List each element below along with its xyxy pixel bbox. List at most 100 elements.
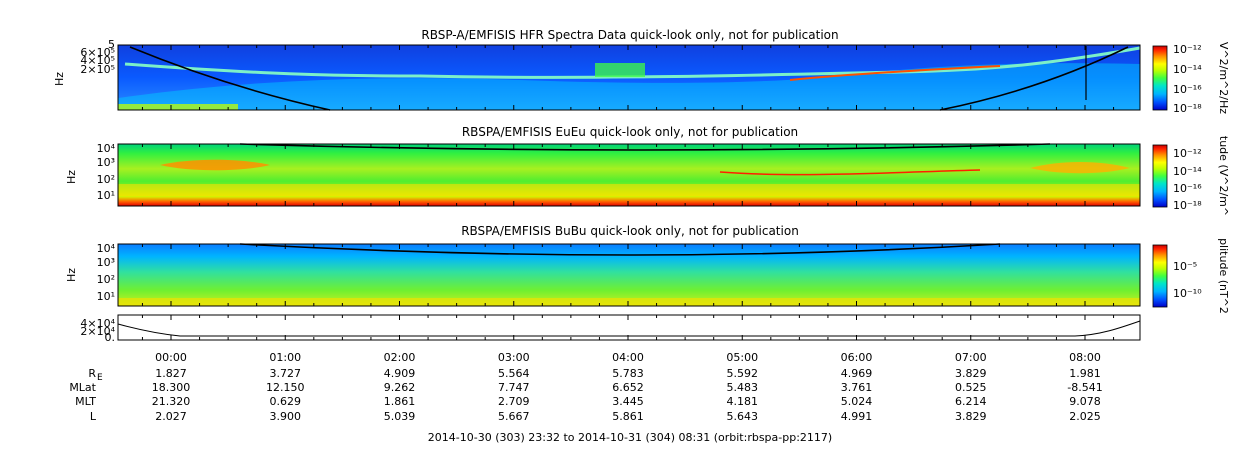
cbar3-tick-0: 10⁻⁵ (1173, 260, 1197, 273)
panel1-ytick-0: 6×10⁵ (80, 46, 115, 59)
row-label-mlt: MLT (75, 395, 96, 408)
time-label-5: 05:00 (726, 351, 758, 364)
row-l-value-7: 3.829 (955, 410, 987, 423)
row-l-value-4: 5.861 (612, 410, 644, 423)
panel2-blob-left (160, 159, 270, 171)
time-label-1: 01:00 (269, 351, 301, 364)
row-mlat-value-6: 3.761 (841, 381, 873, 394)
colorbar-3 (1152, 244, 1168, 308)
colorbar-1 (1152, 45, 1168, 111)
row-label-l: L (90, 410, 97, 423)
row-l-value-0: 2.027 (155, 410, 187, 423)
row-mlat-value-1: 12.150 (266, 381, 305, 394)
cbar1-tick-1: 10⁻¹⁴ (1173, 63, 1202, 76)
time-label-6: 06:00 (841, 351, 873, 364)
row-r-value-7: 3.829 (955, 367, 987, 380)
panel2-density-curve (239, 143, 1051, 151)
footer-timespan: 2014-10-30 (303) 23:32 to 2014-10-31 (30… (428, 431, 832, 444)
panel3-frame (117, 243, 1141, 307)
cbar1-tick-3: 10⁻¹⁸ (1173, 102, 1202, 115)
row-mlat-value-8: -8.541 (1067, 381, 1102, 394)
cbar2-tick-1: 10⁻¹⁴ (1173, 165, 1202, 178)
row-r-value-2: 4.909 (384, 367, 416, 380)
panel1-right-curve (939, 46, 1129, 111)
time-label-7: 07:00 (955, 351, 987, 364)
row-label-subscript: E (97, 373, 103, 383)
row-l-value-6: 4.991 (841, 410, 873, 423)
panel3-density-curve (239, 243, 1001, 256)
cbar2-tick-3: 10⁻¹⁸ (1173, 199, 1202, 212)
row-r-value-3: 5.564 (498, 367, 530, 380)
panel1-trace (124, 46, 1141, 79)
panel1-patch (595, 63, 645, 77)
panel4-ytick-0: 4×10⁴ (80, 317, 115, 330)
colorbar-2 (1152, 144, 1168, 208)
panel1-ylabel: Hz (53, 72, 66, 86)
row-l-value-2: 5.039 (384, 410, 416, 423)
panel4-ytick-2: 0. (105, 331, 116, 344)
row-mlt-value-1: 0.629 (270, 395, 302, 408)
panel2-ticks (141, 144, 1115, 206)
panel3-title: RBSPA/EMFISIS BuBu quick-look only, not … (461, 224, 799, 238)
panel1-frame (117, 44, 1141, 111)
panel2-ylabel: Hz (65, 170, 78, 184)
panel2-ytick-0: 10⁴ (97, 142, 116, 155)
panel3-ytick-0: 10⁴ (97, 242, 116, 255)
panel4-line-plot (117, 314, 1141, 341)
panel3-ytick-2: 10² (97, 273, 115, 286)
panel2-title: RBSPA/EMFISIS EuEu quick-look only, not … (462, 125, 798, 139)
panel1-band (118, 63, 1140, 110)
panel2-field (118, 144, 1140, 206)
panel3-ytick-1: 10³ (97, 256, 115, 269)
cbar1-tick-0: 10⁻¹² (1173, 43, 1202, 56)
panel1-spectrogram (117, 44, 1141, 111)
row-r-value-6: 4.969 (841, 367, 873, 380)
row-l-value-1: 3.900 (270, 410, 302, 423)
time-label-4: 04:00 (612, 351, 644, 364)
cbar3-tick-1: 10⁻¹⁰ (1173, 287, 1202, 300)
panel3-ticks (141, 244, 1115, 306)
panel1-ticks (141, 45, 1115, 110)
panel2-blob-right (1030, 162, 1130, 174)
time-label-3: 03:00 (498, 351, 530, 364)
panel4-ticks (141, 315, 1115, 340)
panel4-ytick-1: 2×10⁴ (80, 325, 115, 338)
row-mlat-value-2: 9.262 (384, 381, 416, 394)
panel1-ytick-2: 2×10⁵ (80, 63, 115, 76)
panel2-hot-trace (719, 169, 981, 176)
row-l-value-5: 5.643 (727, 410, 759, 423)
row-l-value-8: 2.025 (1069, 410, 1101, 423)
row-mlt-value-2: 1.861 (384, 395, 416, 408)
panel3-ytick-3: 10¹ (97, 290, 115, 303)
panel3-spectrogram (117, 243, 1141, 307)
panel1-top-tick: 5 (108, 38, 115, 51)
row-mlat-value-7: 0.525 (955, 381, 987, 394)
panel2-spectrogram (117, 143, 1141, 207)
cbar3-label: plitude (nT^2 (1217, 238, 1230, 314)
row-mlt-value-0: 21.320 (152, 395, 191, 408)
panel1-title: RBSP-A/EMFISIS HFR Spectra Data quick-lo… (421, 28, 838, 42)
panel1-hot-trace (789, 65, 1001, 81)
cbar1-label: V^2/m^2/Hz (1217, 42, 1230, 114)
panel3-ylabel: Hz (65, 268, 78, 282)
cbar2-label: tude (V^2/m^ (1217, 136, 1230, 216)
row-mlat-value-5: 5.483 (727, 381, 759, 394)
row-mlt-value-3: 2.709 (498, 395, 530, 408)
row-mlt-value-6: 5.024 (841, 395, 873, 408)
row-mlt-value-7: 6.214 (955, 395, 987, 408)
panel1-ytick-1: 4×10⁵ (80, 54, 115, 67)
row-r-value-4: 5.783 (612, 367, 644, 380)
panel2-low-band (118, 184, 1140, 196)
row-mlat-value-0: 18.300 (152, 381, 191, 394)
row-l-value-3: 5.667 (498, 410, 530, 423)
panel4-curve (117, 320, 1141, 337)
row-mlt-value-8: 9.078 (1069, 395, 1101, 408)
panel1-bottom-patch (118, 104, 238, 110)
panel1-left-curve (129, 46, 331, 111)
row-r-value-8: 1.981 (1069, 367, 1101, 380)
panel3-field (118, 244, 1140, 306)
panel2-ytick-2: 10² (97, 173, 115, 186)
cbar2-tick-2: 10⁻¹⁶ (1173, 182, 1202, 195)
panel3-low-band (118, 298, 1140, 306)
